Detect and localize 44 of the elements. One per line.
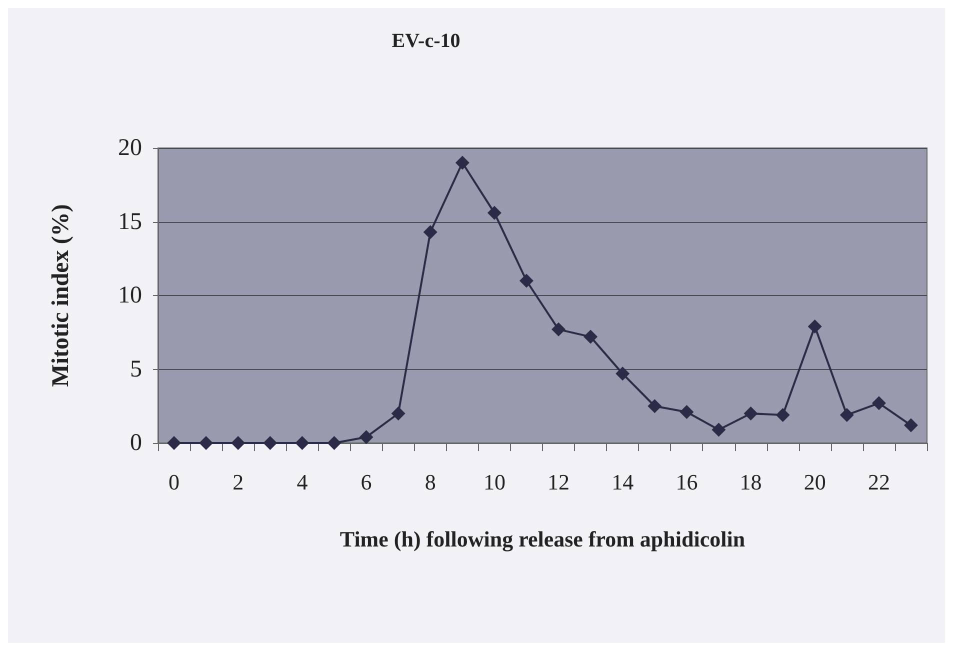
x-tick-label: 18 <box>740 470 762 494</box>
point <box>519 274 534 288</box>
point <box>648 399 662 414</box>
y-tick-label: 20 <box>118 135 142 161</box>
point <box>776 408 790 422</box>
x-tick-label: 2 <box>232 470 244 494</box>
point <box>680 405 694 420</box>
x-tick-label: 16 <box>676 470 698 494</box>
point <box>552 322 566 336</box>
point <box>327 436 342 450</box>
x-tick-label: 14 <box>612 470 634 494</box>
x-tick-label: 0 <box>168 470 180 494</box>
point <box>616 366 630 381</box>
point <box>167 436 182 450</box>
y-axis-title: Mitotic index (%) <box>48 204 74 387</box>
x-tick-label: 6 <box>360 470 372 494</box>
y-tick-label: 15 <box>118 208 142 235</box>
x-tick-label: 4 <box>296 470 308 494</box>
x-axis-title: Time (h) following release from aphidicolin <box>340 526 746 552</box>
point <box>904 418 918 432</box>
point <box>391 406 406 420</box>
chart-title: EV-c-10 <box>392 30 460 52</box>
y-tick-label: 10 <box>118 282 142 308</box>
point <box>840 408 854 422</box>
x-tick-label: 12 <box>548 470 570 494</box>
point <box>872 396 886 410</box>
point <box>487 206 502 220</box>
point <box>231 436 246 450</box>
point <box>584 330 598 344</box>
point <box>295 436 310 450</box>
point <box>423 225 438 240</box>
point <box>808 319 822 334</box>
x-tick-label: 8 <box>424 470 436 494</box>
y-tick-label: 5 <box>130 356 142 382</box>
point <box>712 422 726 437</box>
x-tick-label: 20 <box>804 470 826 494</box>
point <box>263 436 278 450</box>
y-tick-label: 0 <box>130 430 142 456</box>
point <box>744 406 758 420</box>
point <box>455 156 470 170</box>
point <box>199 436 214 450</box>
x-tick-label: 22 <box>868 470 890 494</box>
x-tick-label: 10 <box>483 470 506 494</box>
point <box>359 430 374 444</box>
